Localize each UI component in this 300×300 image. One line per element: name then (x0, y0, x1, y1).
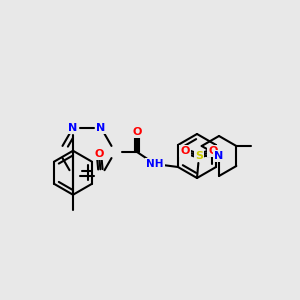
Text: NH: NH (146, 159, 164, 169)
Text: O: O (208, 146, 218, 156)
Text: N: N (214, 151, 224, 161)
Text: O: O (180, 146, 190, 156)
Text: N: N (96, 123, 106, 133)
Text: O: O (94, 149, 104, 159)
Text: N: N (68, 123, 78, 133)
Text: S: S (195, 151, 203, 161)
Text: O: O (132, 127, 142, 137)
